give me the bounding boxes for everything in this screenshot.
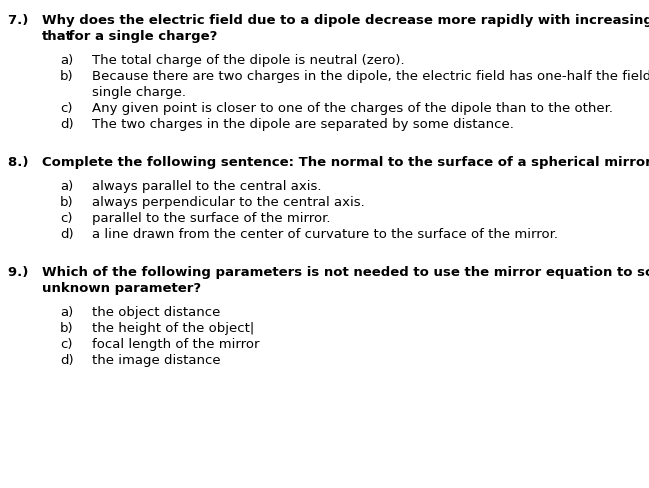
Text: focal length of the mirror: focal length of the mirror [92, 337, 260, 350]
Text: the object distance: the object distance [92, 305, 221, 318]
Text: the image distance: the image distance [92, 353, 221, 366]
Text: b): b) [60, 321, 73, 334]
Text: parallel to the surface of the mirror.: parallel to the surface of the mirror. [92, 212, 330, 224]
Text: a): a) [60, 305, 73, 318]
Text: always perpendicular to the central axis.: always perpendicular to the central axis… [92, 196, 365, 208]
Text: d): d) [60, 118, 73, 131]
Text: Which of the following parameters is not needed to use the mirror equation to so: Which of the following parameters is not… [42, 265, 649, 279]
Text: 7.): 7.) [8, 14, 33, 27]
Text: b): b) [60, 196, 73, 208]
Text: for a single charge?: for a single charge? [64, 30, 217, 43]
Text: The total charge of the dipole is neutral (zero).: The total charge of the dipole is neutra… [92, 54, 404, 67]
Text: c): c) [60, 102, 73, 115]
Text: a): a) [60, 180, 73, 193]
Text: 9.): 9.) [8, 265, 33, 279]
Text: Why does the electric field due to a dipole decrease more rapidly with increasin: Why does the electric field due to a dip… [42, 14, 649, 27]
Text: d): d) [60, 353, 73, 366]
Text: 8.): 8.) [8, 156, 33, 169]
Text: unknown parameter?: unknown parameter? [42, 282, 201, 294]
Text: d): d) [60, 227, 73, 241]
Text: single charge.: single charge. [92, 86, 186, 99]
Text: the height of the object|: the height of the object| [92, 321, 254, 334]
Text: a line drawn from the center of curvature to the surface of the mirror.: a line drawn from the center of curvatur… [92, 227, 558, 241]
Text: that: that [42, 30, 73, 43]
Text: c): c) [60, 212, 73, 224]
Text: The two charges in the dipole are separated by some distance.: The two charges in the dipole are separa… [92, 118, 514, 131]
Text: Complete the following sentence: The normal to the surface of a spherical mirror: Complete the following sentence: The nor… [42, 156, 649, 169]
Text: Because there are two charges in the dipole, the electric field has one-half the: Because there are two charges in the dip… [92, 70, 649, 83]
Text: c): c) [60, 337, 73, 350]
Text: Any given point is closer to one of the charges of the dipole than to the other.: Any given point is closer to one of the … [92, 102, 613, 115]
Text: always parallel to the central axis.: always parallel to the central axis. [92, 180, 321, 193]
Text: b): b) [60, 70, 73, 83]
Text: a): a) [60, 54, 73, 67]
